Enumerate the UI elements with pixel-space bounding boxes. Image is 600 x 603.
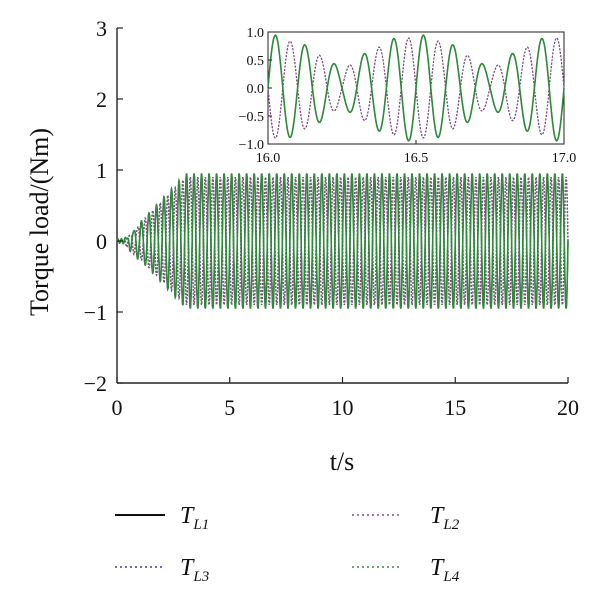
main-series-line-l4: [116, 173, 569, 309]
main-y-tick-label: −2: [84, 371, 107, 396]
legend-label-l1: TL1: [180, 503, 209, 533]
legend-subscript: L2: [442, 517, 459, 533]
main-y-tick-label: 1: [96, 158, 107, 183]
main-x-tick-label: 5: [224, 395, 235, 420]
legend-subscript: L3: [192, 569, 209, 585]
inset-y-ticks: 1.0 0.5 0.0 −0.5 −1.0: [239, 26, 272, 153]
legend-name: T: [180, 555, 195, 581]
main-y-tick-label: 3: [96, 16, 107, 41]
main-series-group: [116, 173, 569, 309]
inset-series-line-l2: [267, 37, 565, 139]
legend-label-l4: TL4: [430, 555, 460, 585]
inset-y-tick-label: 0.5: [247, 54, 265, 69]
main-x-tick-label: 10: [332, 395, 354, 420]
legend-label-l2: TL2: [430, 503, 460, 533]
inset-y-tick-label: 0.0: [247, 82, 265, 97]
legend-name: T: [430, 503, 445, 529]
main-x-tick-label: 20: [557, 395, 579, 420]
main-y-tick-label: 2: [96, 87, 107, 112]
legend-name: T: [180, 503, 195, 529]
inset-y-tick-label: 1.0: [247, 26, 265, 41]
inset-plot-area: 1.0 0.5 0.0 −0.5 −1.0 16.0 16.5 17.0: [239, 26, 577, 166]
main-y-ticks: 3 2 1 0 −1 −2: [84, 16, 123, 396]
main-y-tick-label: 0: [96, 229, 107, 254]
inset-series-group: [267, 34, 565, 142]
inset-y-tick-label: −1.0: [239, 138, 264, 153]
y-axis-label: Torque load/(Nm): [25, 128, 54, 316]
main-x-tick-label: 15: [444, 395, 466, 420]
inset-series-line-l4: [267, 34, 565, 142]
inset-x-tick-label: 16.5: [404, 151, 429, 166]
legend-name: T: [430, 555, 445, 581]
legend-subscript: L4: [442, 569, 459, 585]
x-axis-label: t/s: [330, 447, 355, 476]
main-x-ticks: 0 5 10 15 20: [112, 377, 579, 420]
legend-subscript: L1: [192, 517, 209, 533]
legend-label-l3: TL3: [180, 555, 209, 585]
inset-y-tick-label: −0.5: [239, 110, 264, 125]
main-y-tick-label: −1: [84, 300, 107, 325]
inset-x-ticks: 16.0 16.5 17.0: [256, 140, 577, 166]
inset-x-tick-label: 17.0: [552, 151, 577, 166]
main-x-tick-label: 0: [112, 395, 123, 420]
inset-x-tick-label: 16.0: [256, 151, 281, 166]
